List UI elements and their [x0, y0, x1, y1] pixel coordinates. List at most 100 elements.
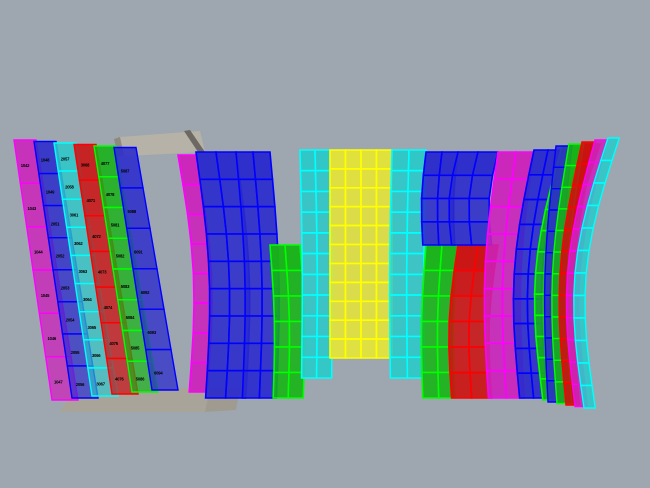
mesh-element[interactable] [287, 371, 305, 399]
mesh-element[interactable] [420, 221, 440, 246]
mesh-element[interactable] [329, 187, 347, 208]
mesh-element[interactable] [450, 269, 476, 297]
ghost-mesh-element[interactable] [574, 249, 590, 274]
mesh-element[interactable] [207, 260, 231, 290]
mesh-element[interactable] [484, 342, 506, 372]
mesh-element[interactable] [272, 371, 290, 399]
mesh-element[interactable] [301, 294, 319, 317]
mesh-element[interactable] [344, 319, 362, 340]
mesh-element[interactable] [448, 320, 471, 348]
mesh-element[interactable] [300, 335, 318, 359]
mesh-element[interactable] [389, 335, 409, 359]
mesh-element[interactable] [300, 211, 318, 234]
mesh-element[interactable] [208, 287, 231, 317]
mesh-element[interactable] [206, 342, 230, 372]
mesh-element[interactable] [483, 315, 505, 345]
mesh-element[interactable] [329, 338, 347, 359]
mesh-element[interactable] [468, 197, 491, 223]
mesh-element[interactable] [299, 169, 317, 193]
mesh-element[interactable] [420, 295, 440, 323]
mesh-element[interactable] [329, 205, 347, 227]
mesh-element[interactable] [388, 252, 408, 276]
mesh-element[interactable] [388, 294, 408, 317]
mesh-element[interactable] [360, 205, 378, 227]
ghost-mesh-element[interactable] [573, 317, 588, 342]
mesh-element[interactable] [344, 243, 362, 265]
mesh-element[interactable] [329, 149, 347, 170]
mesh-element[interactable] [389, 356, 409, 379]
mesh-column-c4[interactable] [269, 244, 306, 399]
ghost-mesh-element[interactable] [574, 339, 590, 364]
left-ghost-mode-fan[interactable] [13, 139, 179, 401]
ghost-mesh-element[interactable] [573, 294, 586, 319]
mesh-element[interactable] [360, 224, 378, 246]
mesh-element[interactable] [300, 232, 318, 255]
mesh-element[interactable] [344, 187, 362, 208]
mesh-element[interactable] [315, 356, 333, 379]
mesh-element[interactable] [375, 149, 393, 170]
right-ghost-mode-fan[interactable] [543, 137, 621, 409]
mesh-element[interactable] [300, 190, 318, 213]
mesh-element[interactable] [421, 371, 440, 399]
mesh-element[interactable] [344, 262, 362, 284]
mesh-column-c5[interactable] [299, 149, 334, 379]
mesh-element[interactable] [202, 205, 228, 235]
mesh-element[interactable] [286, 269, 305, 297]
mesh-element[interactable] [329, 243, 347, 265]
mesh-element[interactable] [448, 197, 471, 223]
ghost-mesh-element[interactable] [579, 384, 597, 409]
mesh-element[interactable] [512, 297, 529, 325]
mesh-element[interactable] [315, 190, 333, 213]
mesh-element[interactable] [284, 244, 303, 272]
mesh-element[interactable] [421, 269, 441, 297]
mesh-element[interactable] [360, 187, 378, 208]
mesh-element[interactable] [420, 346, 439, 374]
mesh-element[interactable] [205, 233, 230, 263]
mesh-element[interactable] [420, 174, 441, 200]
ghost-mesh-element[interactable] [573, 272, 587, 297]
mesh-element[interactable] [272, 295, 291, 323]
mesh-element[interactable] [244, 287, 263, 317]
mesh-element[interactable] [423, 244, 443, 272]
mesh-element[interactable] [329, 262, 347, 284]
mesh-element[interactable] [314, 169, 332, 193]
mesh-element[interactable] [252, 151, 274, 181]
mesh-element[interactable] [301, 314, 319, 338]
mesh-column-c6[interactable] [329, 149, 393, 359]
mesh-element[interactable] [388, 273, 408, 296]
mesh-element[interactable] [449, 371, 473, 399]
mesh-element[interactable] [390, 149, 410, 172]
mesh-element[interactable] [269, 244, 288, 272]
mesh-element[interactable] [243, 315, 263, 345]
mesh-element[interactable] [329, 224, 347, 246]
mesh-element[interactable] [389, 232, 409, 255]
mesh-element[interactable] [344, 224, 362, 246]
mesh-element[interactable] [329, 300, 347, 322]
ghost-mesh-element[interactable] [144, 348, 179, 391]
mesh-element[interactable] [483, 260, 505, 290]
mesh-element[interactable] [301, 252, 319, 276]
mesh-element[interactable] [360, 281, 378, 303]
mesh-element[interactable] [448, 346, 471, 374]
ghost-mesh-element[interactable] [577, 362, 593, 387]
mesh-element[interactable] [512, 322, 531, 350]
mesh-element[interactable] [405, 273, 425, 296]
mesh-element[interactable] [301, 273, 319, 296]
mesh-element[interactable] [344, 338, 362, 359]
mesh-element[interactable] [344, 168, 362, 189]
mesh-element[interactable] [237, 178, 259, 208]
mesh-element[interactable] [360, 300, 378, 322]
mesh-element[interactable] [271, 269, 290, 297]
mesh-element[interactable] [240, 205, 261, 235]
mesh-element[interactable] [448, 295, 472, 323]
mesh-element[interactable] [485, 369, 508, 399]
mesh-element[interactable] [344, 281, 362, 303]
mesh-column-c2[interactable] [195, 151, 251, 399]
mesh-element[interactable] [420, 320, 439, 348]
mesh-element[interactable] [257, 205, 278, 235]
mesh-column-c7[interactable] [388, 149, 427, 379]
mesh-element[interactable] [344, 205, 362, 227]
mesh-element[interactable] [329, 281, 347, 303]
